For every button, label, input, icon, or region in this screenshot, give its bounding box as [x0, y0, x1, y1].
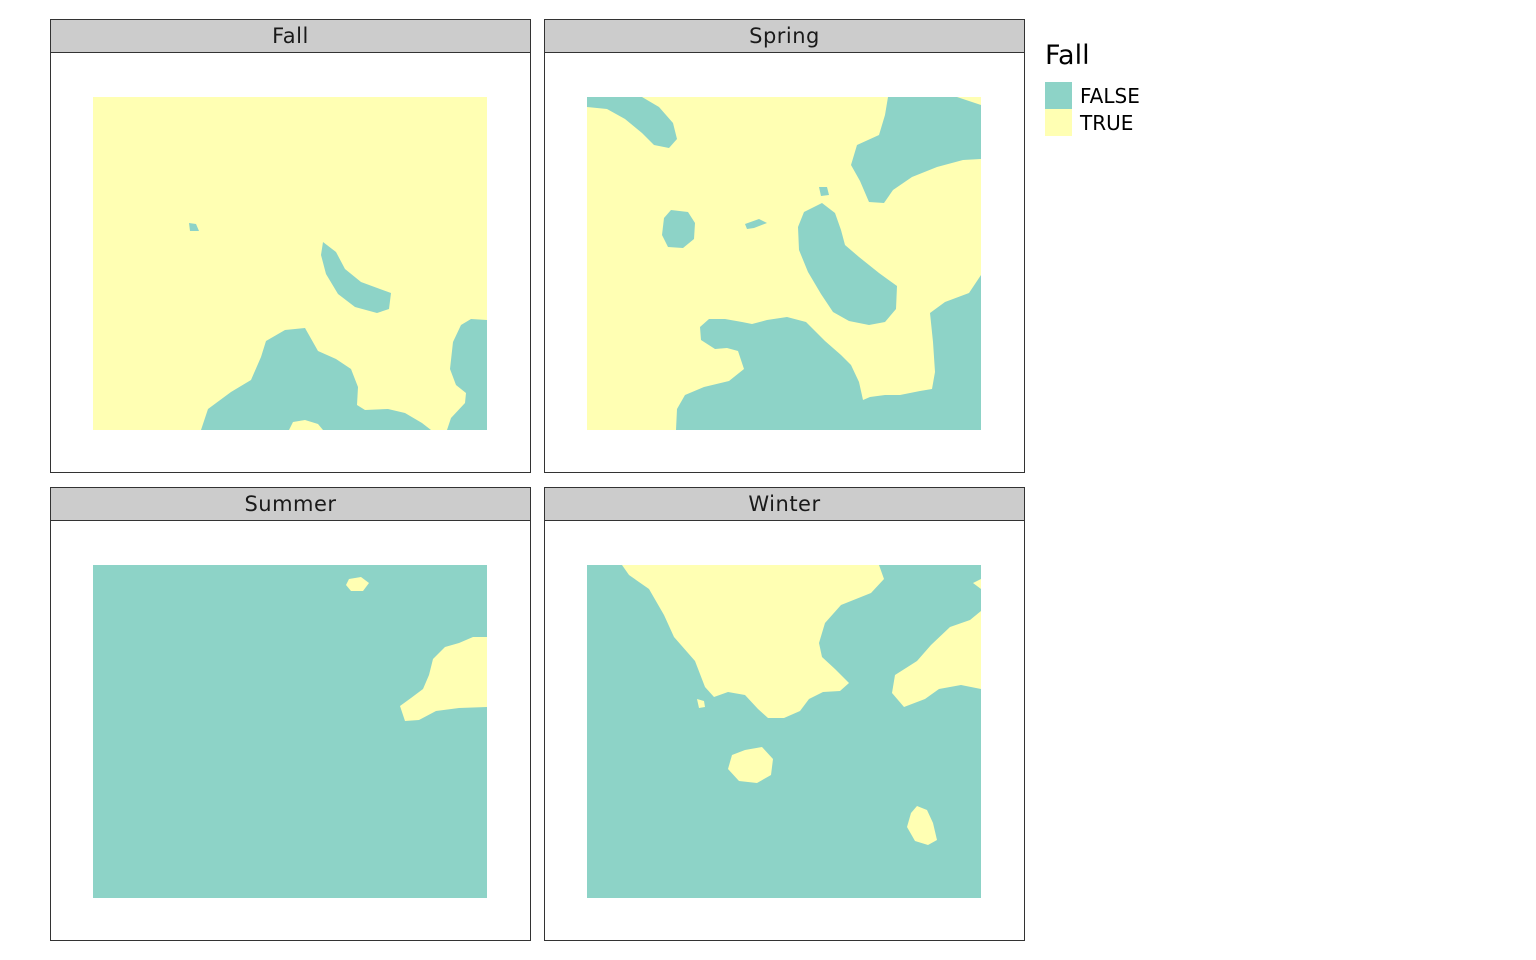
raster-region-false: [189, 223, 199, 231]
raster-map-winter: [587, 565, 981, 898]
facet-strip-label: Spring: [545, 20, 1024, 53]
raster-region-true: [697, 699, 705, 708]
legend-key-false: [1045, 82, 1072, 109]
raster-region-false: [798, 203, 897, 325]
facet-winter: Winter: [544, 487, 1025, 941]
facet-strip-label: Fall: [51, 20, 530, 53]
raster-region-true: [289, 420, 323, 430]
raster-region-false: [745, 219, 767, 229]
raster-region-true: [907, 806, 937, 845]
raster-region-false: [201, 328, 431, 430]
raster-map-fall: [93, 97, 487, 430]
facet-summer: Summer: [50, 487, 531, 941]
raster-region-false: [676, 275, 981, 430]
legend-title: Fall: [1045, 40, 1090, 71]
legend-key-true: [1045, 109, 1072, 136]
raster-region-true: [973, 579, 981, 589]
raster-region-false: [447, 319, 487, 430]
raster-background: [93, 565, 487, 898]
raster-region-false: [587, 97, 677, 148]
raster-map-summer: [93, 565, 487, 898]
legend-item-true: TRUE: [1045, 109, 1140, 136]
legend-item-false: FALSE: [1045, 82, 1140, 109]
legend-label-false: FALSE: [1080, 83, 1140, 108]
legend-label-true: TRUE: [1080, 110, 1134, 135]
facet-strip-label: Winter: [545, 488, 1024, 521]
facet-spring: Spring: [544, 19, 1025, 473]
raster-region-false: [851, 97, 981, 203]
raster-map-spring: [587, 97, 981, 430]
legend: Fall FALSE TRUE: [1045, 38, 1140, 136]
raster-region-true: [728, 747, 773, 783]
raster-region-false: [662, 210, 695, 248]
raster-region-true: [622, 565, 884, 718]
raster-region-false: [321, 242, 391, 313]
facet-fall: Fall: [50, 19, 531, 473]
raster-region-true: [400, 637, 487, 721]
raster-region-true: [892, 611, 981, 707]
raster-region-false: [819, 187, 829, 196]
raster-region-true: [346, 577, 369, 591]
facet-strip-label: Summer: [51, 488, 530, 521]
